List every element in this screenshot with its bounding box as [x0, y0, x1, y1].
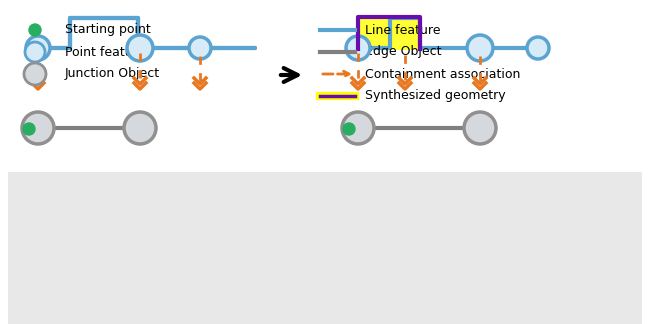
- Circle shape: [24, 63, 46, 85]
- Text: Starting point: Starting point: [65, 24, 151, 37]
- Text: Containment association: Containment association: [365, 67, 521, 80]
- Text: Point feature: Point feature: [65, 45, 145, 59]
- FancyBboxPatch shape: [8, 174, 642, 324]
- Circle shape: [127, 35, 153, 61]
- Circle shape: [464, 112, 496, 144]
- Circle shape: [26, 36, 50, 60]
- Text: Edge Object: Edge Object: [365, 45, 441, 59]
- Circle shape: [25, 42, 45, 62]
- Text: Line feature: Line feature: [365, 24, 441, 37]
- Circle shape: [527, 37, 549, 59]
- Circle shape: [23, 123, 35, 135]
- Circle shape: [342, 112, 374, 144]
- Circle shape: [124, 112, 156, 144]
- Circle shape: [467, 35, 493, 61]
- Circle shape: [189, 37, 211, 59]
- Circle shape: [29, 24, 41, 36]
- Circle shape: [343, 123, 355, 135]
- Circle shape: [346, 36, 370, 60]
- Text: Junction Object: Junction Object: [65, 67, 160, 80]
- Bar: [8, 172, 642, 320]
- Circle shape: [22, 112, 54, 144]
- FancyBboxPatch shape: [358, 16, 420, 50]
- Text: Synthesized geometry: Synthesized geometry: [365, 89, 506, 102]
